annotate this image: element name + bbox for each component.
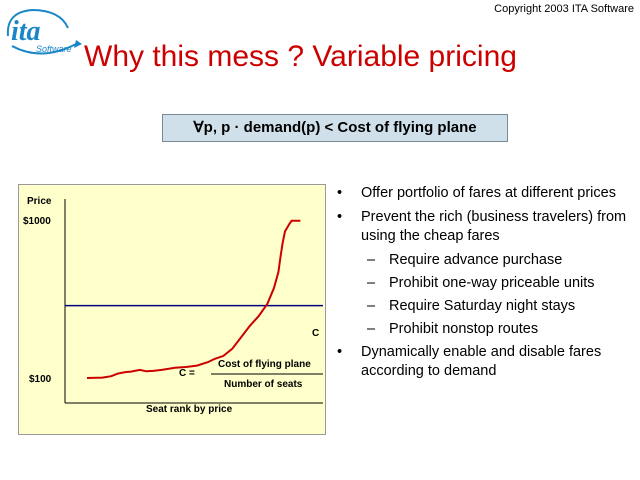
sub-bullet-item: – Prohibit nonstop routes — [332, 320, 632, 339]
sub-bullet-item: – Require advance purchase — [332, 251, 632, 270]
logo-arrow — [11, 43, 77, 55]
price-chart: Price $1000 $100 Seat rank by price C C … — [18, 184, 326, 435]
bullet-item: • Prevent the rich (business travelers) f… — [332, 208, 632, 246]
pricing-formula: ∀p, p · demand(p) < Cost of flying plane — [162, 114, 508, 142]
bullet-text: Require Saturday night stays — [389, 298, 576, 314]
bullet-text: Prohibit nonstop routes — [389, 321, 539, 337]
ita-software-logo: ita Software — [2, 6, 84, 62]
bullet-text: Prohibit one-way priceable units — [389, 275, 595, 291]
bullet-marker: • — [337, 185, 343, 201]
dash-marker: – — [367, 298, 376, 314]
dash-marker: – — [367, 321, 376, 337]
bullet-marker: • — [337, 344, 343, 360]
annotation-numerator: Cost of flying plane — [218, 359, 311, 370]
logo-ita-text: ita — [11, 16, 41, 47]
annotation-c-equals: C = — [179, 368, 195, 379]
price-chart-svg: Price $1000 $100 Seat rank by price C C … — [23, 196, 323, 415]
x-axis-label: Seat rank by price — [146, 404, 233, 415]
bullet-marker: • — [337, 209, 343, 225]
y-tick-label-100: $100 — [29, 374, 52, 385]
bullet-text: Offer portfolio of fares at different pr… — [361, 185, 616, 201]
slide-title: Why this mess ? Variable pricing — [84, 40, 517, 73]
bullet-item: • Offer portfolio of fares at different p… — [332, 184, 632, 203]
sub-bullet-item: – Require Saturday night stays — [332, 297, 632, 316]
annotation-denominator: Number of seats — [224, 379, 303, 390]
logo-arrow-head — [74, 40, 82, 48]
dash-marker: – — [367, 252, 376, 268]
bullet-list: • Offer portfolio of fares at different p… — [332, 184, 632, 386]
bullet-text: Prevent the rich (business travelers) fr… — [361, 209, 627, 244]
bullet-text: Dynamically enable and disable fares acc… — [361, 344, 602, 379]
dash-marker: – — [367, 275, 376, 291]
bullet-text: Require advance purchase — [389, 252, 563, 268]
price-curve — [86, 219, 301, 379]
logo-software-text: Software — [36, 44, 72, 54]
copyright-notice: Copyright 2003 ITA Software — [494, 3, 634, 15]
y-tick-label-1000: $1000 — [23, 216, 51, 227]
sub-bullet-item: – Prohibit one-way priceable units — [332, 274, 632, 293]
cost-line-label: C — [312, 328, 319, 339]
logo-swoosh — [6, 8, 69, 37]
bullet-item: • Dynamically enable and disable fares ac… — [332, 343, 632, 381]
y-axis-label: Price — [27, 196, 52, 207]
